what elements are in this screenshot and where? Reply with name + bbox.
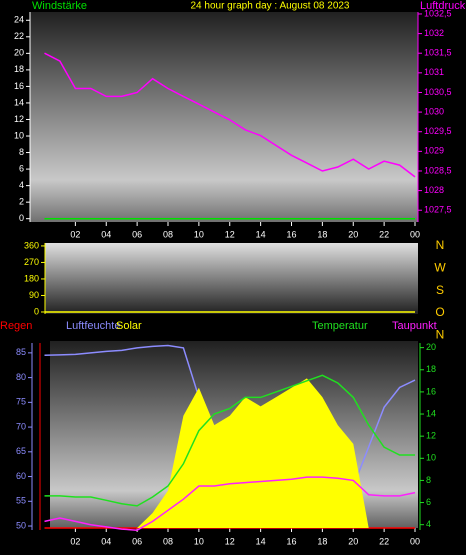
line bbox=[44, 476, 416, 531]
area bbox=[44, 378, 415, 528]
y-tick-label: 1032 bbox=[424, 28, 444, 38]
y-tick-label: 10 bbox=[426, 453, 436, 463]
y-tick-label: 16 bbox=[426, 386, 436, 396]
y-tick-label: 18 bbox=[426, 364, 436, 374]
y-tick-label: 14 bbox=[426, 408, 436, 418]
plot-area bbox=[45, 243, 418, 314]
y-tick-label: 12 bbox=[14, 114, 24, 124]
direction-label: N bbox=[436, 238, 445, 252]
x-tick-label: 08 bbox=[163, 229, 173, 239]
y-tick-label: 65 bbox=[16, 446, 26, 456]
y-tick-label: 1028,5 bbox=[424, 165, 452, 175]
direction-label: O bbox=[435, 305, 444, 319]
y-tick-label: 10 bbox=[14, 130, 24, 140]
y-tick-label: 55 bbox=[16, 496, 26, 506]
x-tick-label: 06 bbox=[132, 536, 142, 546]
y-tick-label: 1027,5 bbox=[424, 205, 452, 215]
x-tick-label: 18 bbox=[317, 229, 327, 239]
y-tick-label: 0 bbox=[19, 213, 24, 223]
y-tick-label: 1032,5 bbox=[424, 8, 452, 18]
y-tick-label: 24 bbox=[14, 15, 24, 25]
y-tick-label: 180 bbox=[24, 273, 39, 283]
series-label: Taupunkt bbox=[392, 320, 437, 332]
x-tick-label: 12 bbox=[225, 536, 235, 546]
series-label: Regen bbox=[0, 320, 32, 332]
y-tick-label: 60 bbox=[16, 471, 26, 481]
direction-label: N bbox=[436, 327, 445, 341]
series-label: Luftfeuchte bbox=[66, 320, 120, 332]
x-tick-label: 14 bbox=[256, 536, 266, 546]
x-tick-label: 20 bbox=[348, 536, 358, 546]
direction-label: S bbox=[436, 283, 444, 297]
y-tick-label: 80 bbox=[16, 372, 26, 382]
x-tick-label: 00 bbox=[410, 229, 420, 239]
y-tick-label: 14 bbox=[14, 97, 24, 107]
y-tick-label: 2 bbox=[19, 197, 24, 207]
y-tick-label: 6 bbox=[426, 497, 431, 507]
y-tick-label: 20 bbox=[14, 48, 24, 58]
y-tick-label: 8 bbox=[426, 475, 431, 485]
series-label: Luftdruck bbox=[420, 0, 466, 12]
x-tick-label: 10 bbox=[194, 536, 204, 546]
y-tick-label: 1029 bbox=[424, 146, 444, 156]
y-tick-label: 1030 bbox=[424, 106, 444, 116]
y-tick-label: 6 bbox=[19, 163, 24, 173]
x-tick-label: 08 bbox=[163, 536, 173, 546]
y-tick-label: 12 bbox=[426, 431, 436, 441]
y-tick-label: 4 bbox=[19, 180, 24, 190]
x-tick-label: 02 bbox=[70, 229, 80, 239]
x-tick-label: 02 bbox=[70, 536, 80, 546]
y-tick-label: 0 bbox=[34, 306, 39, 316]
y-tick-label: 18 bbox=[14, 64, 24, 74]
y-tick-label: 75 bbox=[16, 397, 26, 407]
y-tick-label: 20 bbox=[426, 342, 436, 352]
y-tick-label: 1031 bbox=[424, 67, 444, 77]
x-tick-label: 18 bbox=[317, 536, 327, 546]
y-tick-label: 4 bbox=[426, 519, 431, 529]
y-tick-label: 22 bbox=[14, 31, 24, 41]
y-tick-label: 16 bbox=[14, 81, 24, 91]
x-tick-label: 16 bbox=[286, 229, 296, 239]
y-tick-label: 270 bbox=[24, 257, 39, 267]
chart-title: 24 hour graph day : August 08 2023 bbox=[190, 1, 349, 12]
x-tick-label: 04 bbox=[101, 536, 111, 546]
x-tick-label: 12 bbox=[225, 229, 235, 239]
x-tick-label: 22 bbox=[379, 229, 389, 239]
series-label: Solar bbox=[116, 320, 142, 332]
y-tick-label: 1031,5 bbox=[424, 48, 452, 58]
x-tick-label: 14 bbox=[256, 229, 266, 239]
y-tick-label: 8 bbox=[19, 147, 24, 157]
x-tick-label: 06 bbox=[132, 229, 142, 239]
y-tick-label: 85 bbox=[16, 347, 26, 357]
y-tick-label: 360 bbox=[24, 240, 39, 250]
x-tick-label: 00 bbox=[410, 536, 420, 546]
x-tick-label: 10 bbox=[194, 229, 204, 239]
y-tick-label: 90 bbox=[29, 290, 39, 300]
y-tick-label: 70 bbox=[16, 421, 26, 431]
line bbox=[44, 374, 415, 507]
direction-label: W bbox=[434, 260, 446, 274]
y-tick-label: 1029,5 bbox=[424, 126, 452, 136]
x-tick-label: 04 bbox=[101, 229, 111, 239]
y-tick-label: 1030,5 bbox=[424, 87, 452, 97]
y-tick-label: 1028 bbox=[424, 185, 444, 195]
series-label: Temperatur bbox=[312, 320, 368, 332]
series-label: Windstärke bbox=[32, 0, 87, 12]
x-tick-label: 16 bbox=[286, 536, 296, 546]
line bbox=[44, 52, 416, 178]
x-tick-label: 20 bbox=[348, 229, 358, 239]
y-tick-label: 50 bbox=[16, 520, 26, 530]
x-tick-label: 22 bbox=[379, 536, 389, 546]
